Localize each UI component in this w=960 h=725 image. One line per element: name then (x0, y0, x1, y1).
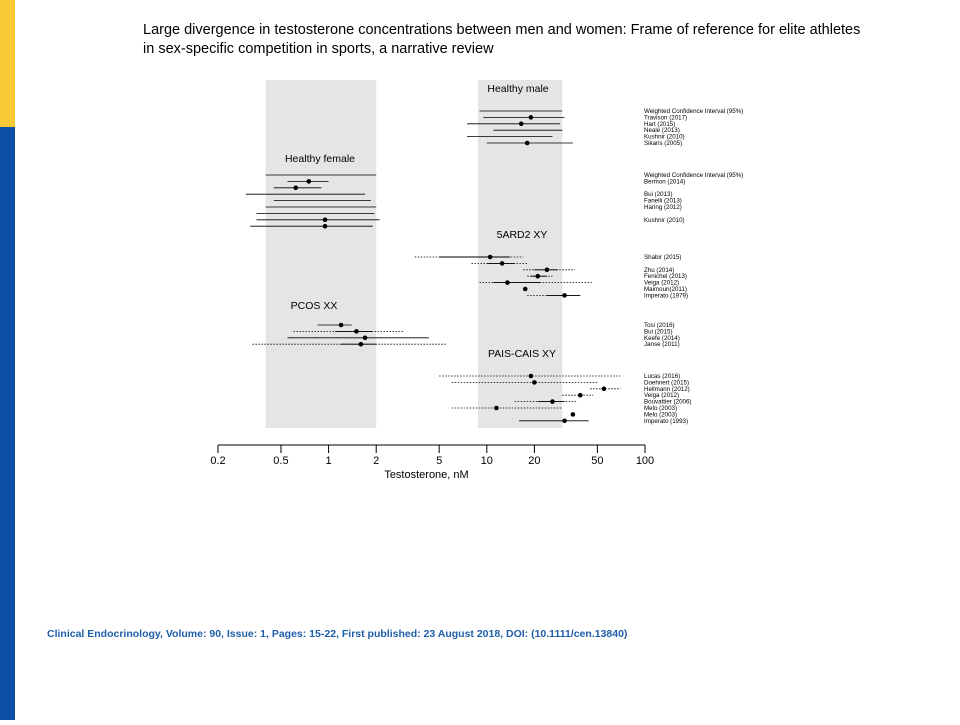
study-label: Hart (2015) (644, 121, 675, 128)
x-tick-label: 0.5 (273, 455, 288, 467)
group-title: Healthy male (487, 83, 548, 95)
slide-title: Large divergence in testosterone concent… (143, 21, 923, 59)
study-label: Keefe (2014) (644, 335, 680, 342)
male-range-band (478, 80, 563, 428)
study-label: Fanelli (2013) (644, 198, 682, 205)
point-estimate (505, 280, 510, 285)
study-label: Lucas (2016) (644, 373, 680, 380)
x-axis-label: Testosterone, nM (384, 469, 468, 481)
study-label: Imperato (1979) (644, 292, 688, 299)
study-label: Bui (2013) (644, 191, 673, 198)
study-label: Kushnir (2010) (644, 134, 685, 141)
point-estimate (322, 217, 328, 223)
study-label: Maimoun(2011) (644, 286, 687, 293)
study-label: Zhu (2014) (644, 267, 674, 274)
study-label: Doehnert (2015) (644, 379, 689, 386)
point-estimate (306, 179, 312, 184)
point-estimate (528, 373, 534, 379)
study-label: Weighted Confidence Interval (95%) (644, 108, 743, 115)
point-estimate (532, 380, 537, 385)
study-label: Kushnir (2010) (644, 217, 685, 224)
study-label: Hellmann (2012) (644, 386, 690, 393)
x-tick-label: 2 (373, 455, 379, 467)
study-label: Sikaris (2005) (644, 140, 682, 147)
point-estimate (562, 293, 567, 298)
point-estimate (535, 273, 541, 279)
group-title: Healthy female (285, 153, 355, 165)
point-estimate (601, 386, 607, 392)
point-estimate (494, 405, 499, 411)
x-tick-label: 1 (326, 455, 332, 467)
point-estimate (499, 261, 505, 266)
study-label: Travison (2017) (644, 114, 687, 121)
study-label: Shabir (2015) (644, 254, 682, 261)
x-tick-label: 100 (636, 455, 654, 467)
study-label: Neale (2013) (644, 127, 680, 134)
group-title: PCOS XX (291, 300, 338, 312)
study-label: Fenichel (2013) (644, 273, 687, 280)
study-label: Melo (2003) (644, 405, 677, 412)
slide-title-line-1: Large divergence in testosterone concent… (143, 22, 861, 38)
group-title: 5ARD2 XY (497, 229, 548, 241)
slide-title-line-2: in sex-specific competition in sports, a… (143, 41, 494, 57)
study-label: Bui (2015) (644, 328, 673, 335)
citation: Clinical Endocrinology, Volume: 90, Issu… (47, 628, 628, 640)
point-estimate (293, 185, 299, 191)
accent-bar-blue (0, 127, 15, 720)
point-estimate (354, 329, 359, 334)
x-tick-label: 50 (591, 455, 603, 467)
point-estimate (570, 412, 576, 417)
point-estimate (487, 254, 493, 260)
point-estimate (322, 223, 328, 229)
study-label: Veiga (2012) (644, 392, 679, 399)
point-estimate (522, 286, 528, 292)
accent-bar-yellow (0, 0, 15, 127)
x-tick-label: 0.2 (210, 455, 225, 467)
point-estimate (544, 267, 550, 273)
study-label: Melo (2003) (644, 411, 677, 418)
study-label: Weighted Confidence Interval (95%) (644, 172, 743, 179)
study-label: Haring (2012) (644, 204, 682, 211)
group-title: PAIS-CAIS XY (488, 348, 556, 360)
point-estimate (578, 392, 583, 398)
point-estimate (550, 399, 555, 404)
x-tick-label: 20 (528, 455, 540, 467)
female-range-band (265, 80, 377, 428)
study-label: Veiga (2012) (644, 280, 679, 287)
point-estimate (518, 121, 524, 127)
point-estimate (524, 140, 530, 146)
point-estimate (362, 335, 368, 341)
x-tick-label: 5 (436, 455, 442, 467)
x-tick-label: 10 (481, 455, 493, 467)
point-estimate (562, 418, 567, 424)
point-estimate (358, 341, 364, 347)
study-label: Bermon (2014) (644, 178, 685, 185)
point-estimate (528, 115, 534, 120)
study-label: Bouvattier (2006) (644, 399, 691, 406)
study-label: Janse (2011) (644, 341, 680, 348)
study-label: Imperato (1993) (644, 418, 688, 425)
study-label: Tosi (2016) (644, 322, 675, 329)
point-estimate (338, 322, 344, 328)
